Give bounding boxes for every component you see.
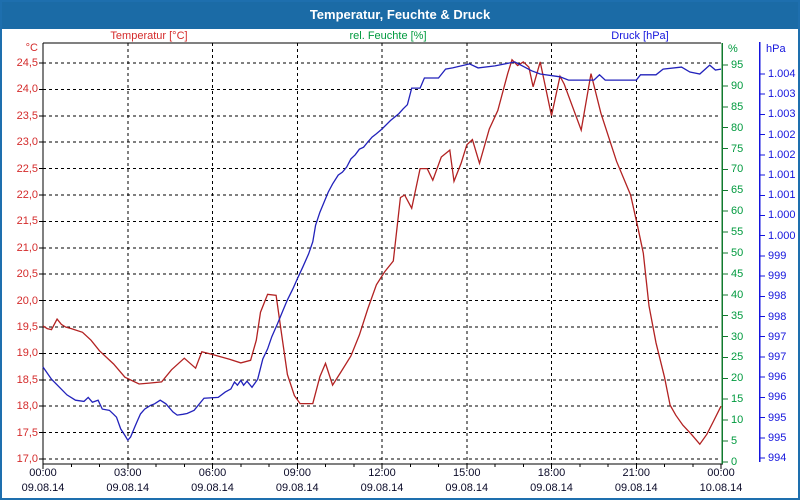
- pressure-tick-label: 1.001: [768, 189, 796, 202]
- humidity-tick-label: 40: [731, 288, 744, 301]
- temperature-tick-label: 20,5: [16, 268, 38, 281]
- pressure-tick-label: 994: [768, 451, 787, 464]
- x-time-label: 03:00: [113, 467, 142, 479]
- humidity-tick-label: 90: [731, 79, 744, 92]
- pressure-tick-label: 997: [768, 350, 787, 363]
- pressure-tick-label: 1.000: [768, 229, 796, 242]
- temperature-tick-label: 21,5: [16, 215, 38, 228]
- humidity-tick-label: 55: [731, 226, 744, 239]
- temperature-tick-label: 17,0: [16, 453, 38, 465]
- x-date-label: 09.08.14: [21, 482, 65, 494]
- x-time-label: 21:00: [622, 467, 651, 479]
- x-date-label: 09.08.14: [614, 482, 658, 494]
- x-date-label: 10.08.14: [699, 482, 743, 494]
- x-date-label: 09.08.14: [530, 482, 573, 494]
- x-date-label: 09.08.14: [360, 482, 404, 494]
- pressure-tick-label: 997: [768, 330, 787, 343]
- x-time-label: 12:00: [368, 467, 396, 479]
- humidity-tick-label: 45: [731, 267, 744, 280]
- humidity-tick-label: 60: [731, 205, 744, 218]
- humidity-tick-label: 30: [731, 330, 744, 343]
- pressure-tick-label: 996: [768, 371, 787, 384]
- pressure-tick-label: 1.003: [768, 88, 796, 101]
- pressure-tick-label: 1.002: [768, 148, 796, 161]
- x-time-label: 00:00: [29, 467, 57, 479]
- temperature-tick-label: 18,0: [16, 400, 38, 413]
- series-temperatur: [42, 58, 722, 446]
- humidity-tick-label: 0: [731, 455, 738, 468]
- window-title: Temperatur, Feuchte & Druck: [309, 7, 491, 22]
- humidity-tick-label: 75: [731, 142, 744, 155]
- temperature-tick-label: 24,0: [16, 83, 38, 96]
- humidity-tick-label: 80: [731, 121, 744, 134]
- pressure-axis-unit: hPa: [766, 43, 786, 55]
- x-time-label: 00:00: [707, 467, 735, 479]
- legend-temperature: Temperatur [°C]: [110, 30, 188, 42]
- humidity-tick-label: 70: [731, 163, 744, 176]
- temperature-tick-label: 19,0: [16, 347, 38, 360]
- legend-pressure: Druck [hPa]: [611, 30, 669, 42]
- x-date-label: 09.08.14: [191, 482, 234, 494]
- pressure-tick-label: 1.003: [768, 108, 796, 121]
- temperature-tick-label: 18,5: [16, 373, 38, 386]
- pressure-tick-label: 995: [768, 431, 787, 444]
- pressure-tick-label: 995: [768, 411, 787, 424]
- humidity-tick-label: 85: [731, 100, 744, 113]
- series-druck: [42, 61, 722, 442]
- humidity-tick-label: 50: [731, 247, 744, 259]
- temperature-tick-label: 20,0: [16, 294, 38, 307]
- temperature-tick-label: 23,0: [16, 136, 38, 149]
- temperature-tick-label: 22,5: [16, 162, 38, 175]
- x-time-label: 18:00: [537, 467, 566, 479]
- pressure-tick-label: 1.002: [768, 128, 796, 141]
- humidity-tick-label: 5: [731, 435, 738, 448]
- pressure-tick-label: 999: [768, 270, 787, 283]
- pressure-tick-label: 1.001: [768, 169, 796, 182]
- pressure-tick-label: 999: [768, 249, 787, 262]
- x-time-label: 15:00: [452, 467, 481, 479]
- humidity-tick-label: 20: [731, 372, 744, 385]
- temperature-tick-label: 19,5: [16, 321, 38, 333]
- x-time-label: 09:00: [283, 467, 312, 479]
- humidity-axis-unit: %: [728, 43, 738, 55]
- x-date-label: 09.08.14: [275, 482, 319, 494]
- pressure-tick-label: 1.000: [768, 209, 796, 222]
- title-bar: Temperatur, Feuchte & Druck: [2, 2, 798, 29]
- humidity-tick-label: 10: [731, 414, 744, 427]
- x-date-label: 09.08.14: [106, 482, 150, 494]
- temperature-axis-unit: °C: [25, 42, 38, 54]
- humidity-tick-label: 15: [731, 393, 744, 406]
- pressure-tick-label: 1.004: [768, 68, 796, 80]
- pressure-tick-label: 996: [768, 391, 787, 404]
- temperature-tick-label: 24,5: [16, 57, 38, 69]
- temperature-tick-label: 17,5: [16, 426, 38, 439]
- temperature-tick-label: 23,5: [16, 109, 38, 122]
- pressure-tick-label: 998: [768, 290, 787, 303]
- humidity-tick-label: 35: [731, 309, 744, 322]
- temperature-tick-label: 22,0: [16, 189, 38, 201]
- humidity-tick-label: 65: [731, 184, 744, 197]
- pressure-tick-label: 998: [768, 310, 787, 323]
- temperature-tick-label: 21,0: [16, 241, 38, 254]
- humidity-tick-label: 95: [731, 59, 744, 71]
- humidity-tick-label: 25: [731, 351, 744, 364]
- legend-humidity: rel. Feuchte [%]: [349, 30, 427, 42]
- x-time-label: 06:00: [198, 467, 227, 479]
- x-date-label: 09.08.14: [445, 482, 489, 494]
